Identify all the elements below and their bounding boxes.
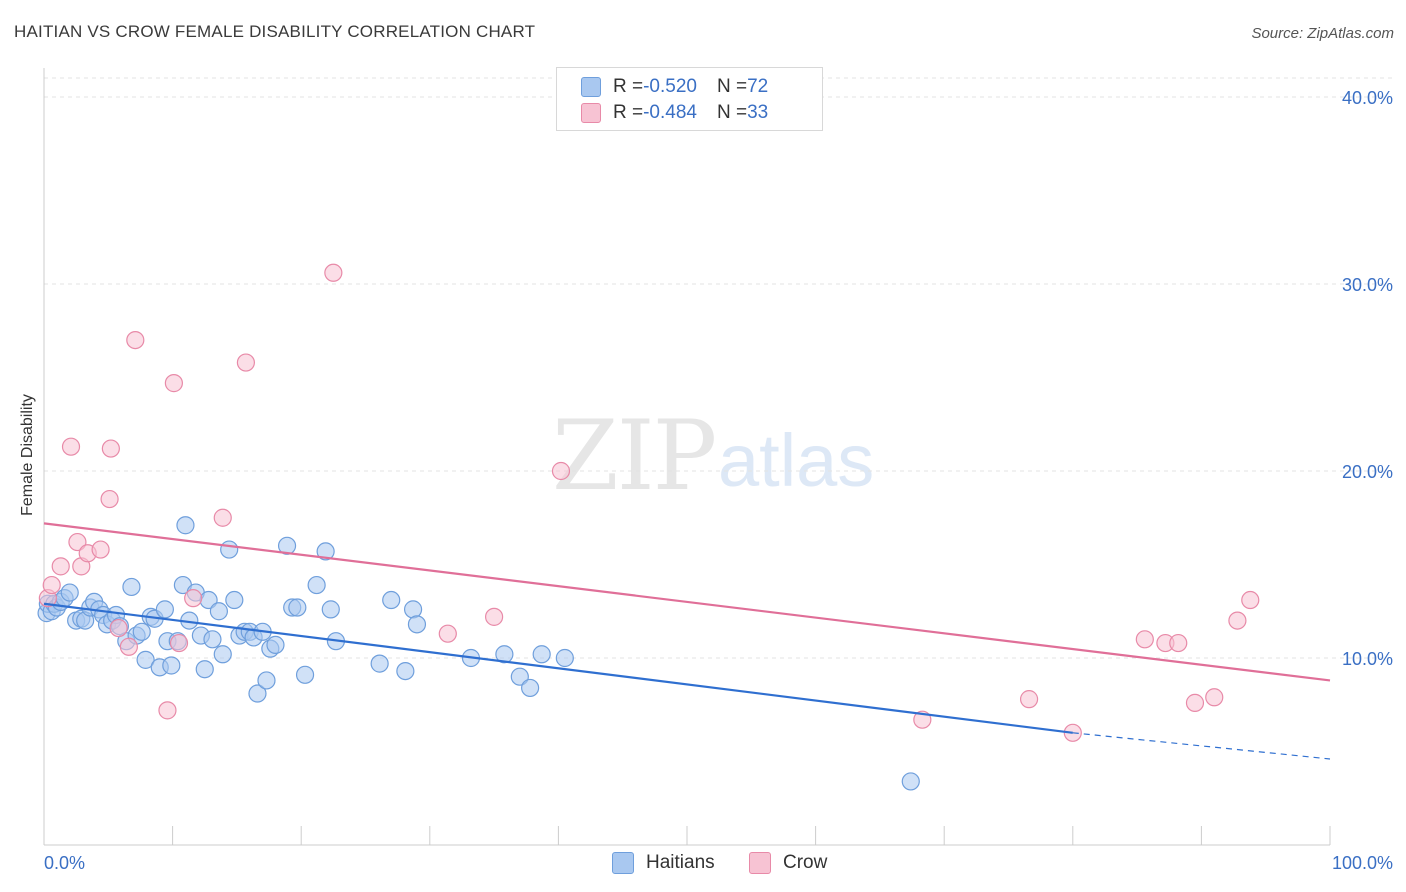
y-tick-label: 20.0% bbox=[1342, 462, 1393, 482]
data-point-haitians bbox=[555, 648, 574, 668]
data-point-haitians bbox=[295, 665, 315, 684]
data-point-haitians bbox=[321, 600, 340, 619]
watermark-atlas: atlas bbox=[718, 419, 875, 502]
data-point-crow bbox=[1135, 630, 1154, 649]
series-legend: Haitians Crow bbox=[0, 852, 1406, 876]
legend-swatch-haitians bbox=[612, 852, 634, 874]
data-point-crow bbox=[236, 353, 256, 372]
source-label: Source: ZipAtlas.com bbox=[1251, 25, 1394, 42]
data-point-haitians bbox=[122, 577, 141, 597]
legend-swatch-haitians bbox=[581, 77, 601, 97]
data-point-haitians bbox=[510, 667, 529, 686]
r-label: R = bbox=[613, 102, 644, 123]
data-point-haitians bbox=[288, 598, 307, 617]
data-point-haitians bbox=[307, 575, 326, 595]
y-tick-label: 10.0% bbox=[1342, 649, 1393, 669]
data-point-crow bbox=[101, 439, 120, 458]
data-point-crow bbox=[485, 607, 504, 626]
trend-line-haitians bbox=[43, 602, 1073, 734]
stats-legend: R = -0.520 N = 72 R = -0.484 N = 33 bbox=[556, 67, 823, 131]
data-point-crow bbox=[184, 589, 203, 608]
data-point-haitians bbox=[209, 602, 228, 621]
n-label: N = bbox=[716, 102, 748, 123]
data-point-haitians bbox=[176, 516, 195, 535]
data-point-crow bbox=[1241, 590, 1260, 610]
data-point-haitians bbox=[225, 590, 244, 610]
data-point-crow bbox=[126, 331, 145, 350]
data-point-crow bbox=[119, 637, 138, 656]
data-point-haitians bbox=[396, 661, 415, 681]
data-point-crow bbox=[164, 374, 183, 393]
data-point-haitians bbox=[213, 645, 232, 664]
legend-row-crow: R = -0.484 N = 33 bbox=[581, 101, 768, 125]
data-point-haitians bbox=[277, 536, 297, 555]
data-point-haitians bbox=[532, 645, 551, 664]
trend-line-extension-haitians bbox=[1072, 732, 1331, 760]
y-tick-label: 40.0% bbox=[1342, 88, 1393, 108]
data-point-haitians bbox=[382, 590, 401, 610]
data-point-crow bbox=[1019, 690, 1039, 709]
data-point-haitians bbox=[203, 630, 222, 649]
legend-swatch-crow bbox=[581, 103, 601, 123]
data-point-haitians bbox=[266, 635, 285, 655]
legend-row-haitians: R = -0.520 N = 72 bbox=[581, 75, 768, 99]
data-point-crow bbox=[169, 633, 189, 653]
data-point-haitians bbox=[407, 615, 427, 634]
legend-item-haitians[interactable]: Haitians bbox=[612, 852, 715, 874]
data-point-haitians bbox=[248, 684, 267, 703]
n-value: 33 bbox=[747, 102, 769, 123]
data-point-haitians bbox=[370, 654, 389, 673]
data-point-haitians bbox=[220, 540, 239, 559]
x-tick-label: 0.0% bbox=[44, 853, 85, 873]
legend-swatch-crow bbox=[749, 852, 771, 874]
legend-item-crow[interactable]: Crow bbox=[749, 852, 827, 874]
r-value: -0.520 bbox=[643, 76, 697, 97]
data-point-haitians bbox=[495, 645, 514, 664]
data-point-crow bbox=[51, 557, 70, 576]
r-label: R = bbox=[613, 76, 644, 97]
data-point-crow bbox=[1228, 611, 1247, 630]
chart-title: HAITIAN VS CROW FEMALE DISABILITY CORREL… bbox=[14, 22, 536, 41]
data-point-haitians bbox=[136, 650, 155, 669]
n-label: N = bbox=[716, 76, 748, 97]
watermark-zip: ZIP bbox=[552, 400, 717, 512]
data-point-crow bbox=[1169, 633, 1188, 653]
r-value: -0.484 bbox=[643, 102, 697, 123]
data-point-haitians bbox=[901, 772, 920, 791]
data-point-crow bbox=[1205, 688, 1224, 707]
data-point-haitians bbox=[195, 660, 214, 679]
data-point-crow bbox=[213, 508, 232, 527]
data-point-haitians bbox=[60, 583, 79, 602]
data-point-crow bbox=[42, 575, 61, 595]
data-point-crow bbox=[438, 624, 457, 643]
data-point-haitians bbox=[162, 656, 181, 675]
n-value: 72 bbox=[747, 76, 769, 97]
y-tick-label: 30.0% bbox=[1342, 275, 1393, 295]
data-point-crow bbox=[109, 618, 128, 638]
data-point-crow bbox=[551, 461, 571, 481]
legend-label-crow: Crow bbox=[783, 852, 828, 873]
data-point-haitians bbox=[155, 600, 174, 619]
data-point-crow bbox=[1185, 693, 1205, 712]
data-point-crow bbox=[324, 263, 343, 282]
data-point-crow bbox=[91, 540, 110, 559]
data-point-haitians bbox=[521, 678, 540, 698]
legend-label-haitians: Haitians bbox=[646, 852, 715, 873]
data-point-haitians bbox=[257, 671, 276, 690]
data-point-crow bbox=[158, 701, 177, 720]
data-point-crow bbox=[100, 489, 119, 509]
trend-line-crow bbox=[43, 522, 1331, 682]
data-point-haitians bbox=[403, 600, 423, 619]
x-tick-label: 100.0% bbox=[1332, 853, 1393, 873]
data-point-crow bbox=[68, 532, 87, 552]
data-point-crow bbox=[61, 437, 81, 456]
data-point-haitians bbox=[132, 622, 151, 641]
data-point-haitians bbox=[316, 542, 335, 561]
